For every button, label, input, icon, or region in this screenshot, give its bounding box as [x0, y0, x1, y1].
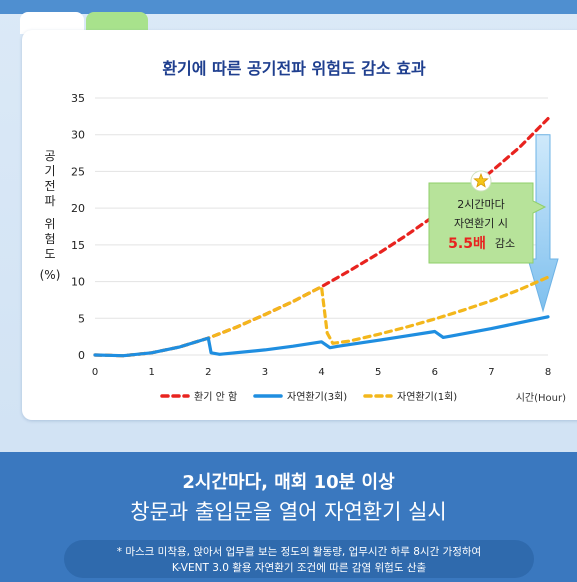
- callout-line-1: 2시간마다: [457, 198, 504, 211]
- note-line-2: K-VENT 3.0 활용 자연환기 조건에 따른 감염 위험도 산출: [171, 562, 427, 574]
- x-tick-label: 1: [148, 367, 154, 378]
- axis-ticks: 0 5 10 15 20 25 30 35 0 1 2 3 4 5 6 7 8: [71, 92, 551, 378]
- y-tick-label: 30: [71, 129, 85, 142]
- chart-card: 0 5 10 15 20 25 30 35 0 1 2 3 4 5 6 7 8 환기에 따른 공기전파 위험도 …: [22, 30, 577, 420]
- y-tick-label: 0: [78, 349, 85, 362]
- x-tick-label: 6: [432, 367, 438, 378]
- x-tick-label: 5: [375, 367, 381, 378]
- legend-label: 자연환기(3회): [287, 391, 347, 403]
- callout-line-2: 자연환기 시: [454, 217, 508, 230]
- x-tick-label: 8: [545, 367, 551, 378]
- callout-highlight: 5.5배: [448, 236, 486, 252]
- chart-title: 환기에 따른 공기전파 위험도 감소 효과: [162, 59, 426, 78]
- x-tick-label: 0: [92, 367, 98, 378]
- x-tick-label: 4: [318, 367, 324, 378]
- x-tick-label: 7: [488, 367, 494, 378]
- note-line-1: * 마스크 미착용, 앉아서 업무를 보는 정도의 활동량, 업무시간 하루 8…: [116, 546, 482, 558]
- y-label-char: 위: [44, 217, 55, 231]
- legend-label: 환기 안 함: [194, 391, 237, 403]
- header-stripe: [0, 0, 577, 14]
- callout-suffix: 감소: [495, 237, 515, 250]
- series-line-자연환기(1회): [93, 275, 550, 358]
- down-arrow-shape: [527, 134, 559, 313]
- callout-box: [428, 182, 547, 264]
- y-label-char: 파: [44, 194, 55, 208]
- y-tick-label: 35: [71, 92, 85, 105]
- note-box: [64, 540, 534, 578]
- legend-label: 자연환기(1회): [397, 391, 457, 403]
- down-arrow: [527, 134, 559, 313]
- x-axis-label: 시간(Hour): [516, 392, 566, 404]
- subline: 창문과 출입문을 열어 자연환기 실시: [130, 500, 447, 524]
- chart-svg: 0 5 10 15 20 25 30 35 0 1 2 3 4 5 6 7 8 환기에 따른 공기전파 위험도 …: [40, 59, 566, 404]
- y-tick-label: 20: [71, 202, 85, 215]
- y-tick-label: 10: [71, 276, 85, 289]
- x-tick-label: 3: [262, 367, 268, 378]
- y-label-char: 기: [44, 164, 55, 178]
- y-tick-label: 25: [71, 165, 85, 178]
- series-line-자연환기(3회): [93, 315, 550, 358]
- legend: 환기 안 함 자연환기(3회) 자연환기(1회): [160, 391, 457, 403]
- star-icon: [473, 172, 489, 188]
- y-tick-label: 5: [78, 312, 85, 325]
- grid: [95, 97, 548, 356]
- y-label-char: 전: [44, 179, 55, 193]
- x-tick-label: 2: [205, 367, 211, 378]
- tab-white: [20, 12, 84, 34]
- y-label-char: 도: [44, 247, 55, 261]
- tab-green: [86, 12, 148, 34]
- headline: 2시간마다, 매회 10분 이상: [182, 472, 395, 493]
- y-label-char: 공: [44, 149, 55, 163]
- y-label-unit: (%): [40, 268, 61, 282]
- y-tick-label: 15: [71, 239, 85, 252]
- y-label-char: 험: [44, 232, 55, 246]
